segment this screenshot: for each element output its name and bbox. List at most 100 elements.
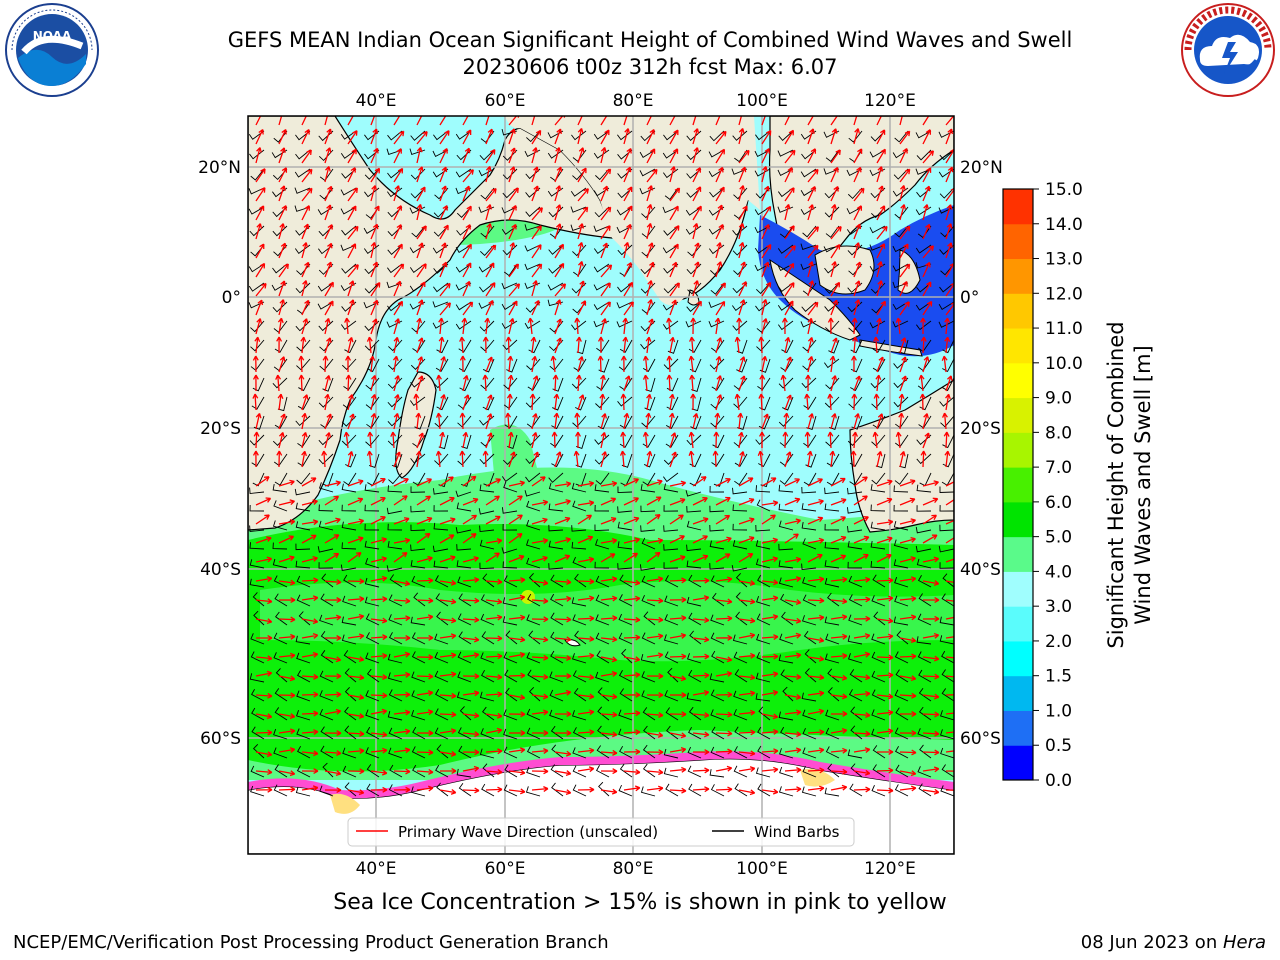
wave-arrow — [485, 394, 493, 411]
wave-arrow — [692, 280, 700, 297]
wave-arrow — [370, 634, 388, 641]
wind-barb — [825, 709, 840, 721]
wind-barb — [273, 784, 288, 797]
wind-barb — [894, 472, 909, 485]
wind-barb — [642, 744, 656, 759]
wave-arrow — [945, 128, 953, 145]
wave-arrow — [577, 535, 594, 544]
wind-barb — [455, 130, 472, 140]
wave-arrow — [347, 187, 358, 202]
wave-arrow — [393, 580, 411, 587]
wind-barb — [547, 282, 564, 291]
wind-barb — [387, 187, 403, 198]
wind-barb — [665, 434, 679, 448]
wind-barb — [572, 653, 587, 664]
wind-barb — [528, 339, 541, 354]
wave-arrow — [278, 205, 287, 221]
wave-arrow — [669, 205, 679, 221]
wave-arrow — [462, 556, 479, 563]
wind-barb — [320, 593, 334, 607]
legend-barb-label: Wind Barbs — [754, 823, 840, 841]
wind-barb — [455, 282, 472, 291]
wave-arrow — [347, 243, 357, 259]
wave-arrow — [278, 597, 296, 604]
wind-barb — [733, 434, 748, 447]
wind-barb — [892, 244, 909, 253]
wind-barb — [434, 187, 449, 200]
wave-arrow — [922, 185, 931, 202]
wave-arrow — [807, 674, 825, 681]
wave-arrow — [416, 432, 425, 449]
wave-arrow — [554, 223, 562, 240]
wave-arrow — [623, 241, 630, 259]
wind-barb — [617, 187, 633, 199]
wind-barb — [870, 187, 886, 199]
wind-barb — [294, 168, 311, 178]
wind-barb — [802, 709, 817, 721]
wind-barb — [778, 503, 794, 512]
wave-arrow — [692, 205, 702, 221]
wave-arrow — [623, 537, 640, 544]
wave-arrow — [922, 245, 935, 259]
wind-barb — [895, 707, 909, 721]
colorbar-segment — [1003, 328, 1033, 364]
colorbar-segment — [1003, 571, 1033, 607]
wave-arrow — [646, 769, 664, 776]
wave-arrow — [392, 355, 399, 373]
wave-arrow — [554, 243, 564, 259]
wave-arrow — [807, 317, 814, 335]
wave-arrow — [370, 747, 388, 754]
wave-arrow — [508, 594, 526, 601]
wind-barb — [824, 282, 840, 294]
wind-barb — [503, 651, 518, 664]
wave-arrow — [278, 616, 296, 623]
wave-arrow — [577, 652, 595, 659]
wind-barb — [732, 504, 748, 512]
wind-barb — [782, 686, 794, 702]
wind-barb — [504, 669, 518, 683]
wave-arrow — [784, 451, 792, 468]
lon-tick: 60°E — [485, 91, 526, 111]
wind-barb — [550, 593, 564, 607]
wind-barb — [525, 187, 541, 198]
wind-barb — [387, 485, 403, 493]
wind-barb — [321, 573, 334, 588]
wave-arrow — [531, 579, 549, 586]
wind-barb — [848, 320, 863, 333]
wave-arrow — [922, 129, 932, 145]
wave-arrow — [347, 394, 354, 411]
colorbar-tick-label: 1.0 — [1045, 701, 1072, 721]
wave-arrow — [554, 655, 572, 662]
wind-barb — [942, 358, 954, 373]
wind-barb — [778, 130, 794, 142]
wind-barb — [479, 282, 495, 293]
wind-barb — [455, 263, 472, 273]
wave-arrow — [439, 652, 457, 659]
wind-barb — [249, 542, 265, 550]
wind-barb — [456, 560, 472, 569]
wave-arrow — [416, 356, 424, 373]
wave-arrow — [830, 710, 848, 717]
wave-arrow — [830, 516, 847, 525]
wave-arrow — [577, 556, 595, 563]
wind-barb — [574, 630, 587, 645]
wave-arrow — [575, 336, 582, 354]
wind-barb — [409, 263, 426, 273]
wave-arrow — [922, 432, 930, 449]
wave-arrow — [485, 204, 492, 221]
wave-arrow — [850, 450, 857, 468]
wave-arrow — [600, 788, 618, 795]
wave-arrow — [738, 750, 756, 757]
wave-arrow — [600, 768, 618, 775]
wave-arrow — [761, 261, 770, 278]
wind-barb — [711, 650, 725, 664]
wind-barb — [342, 765, 357, 778]
wave-arrow — [554, 616, 572, 623]
wave-arrow — [784, 786, 802, 793]
wave-arrow — [439, 242, 447, 259]
wave-arrow — [278, 129, 287, 145]
wave-arrow — [807, 553, 823, 563]
wave-arrow — [715, 116, 721, 126]
wind-barb — [505, 687, 518, 702]
